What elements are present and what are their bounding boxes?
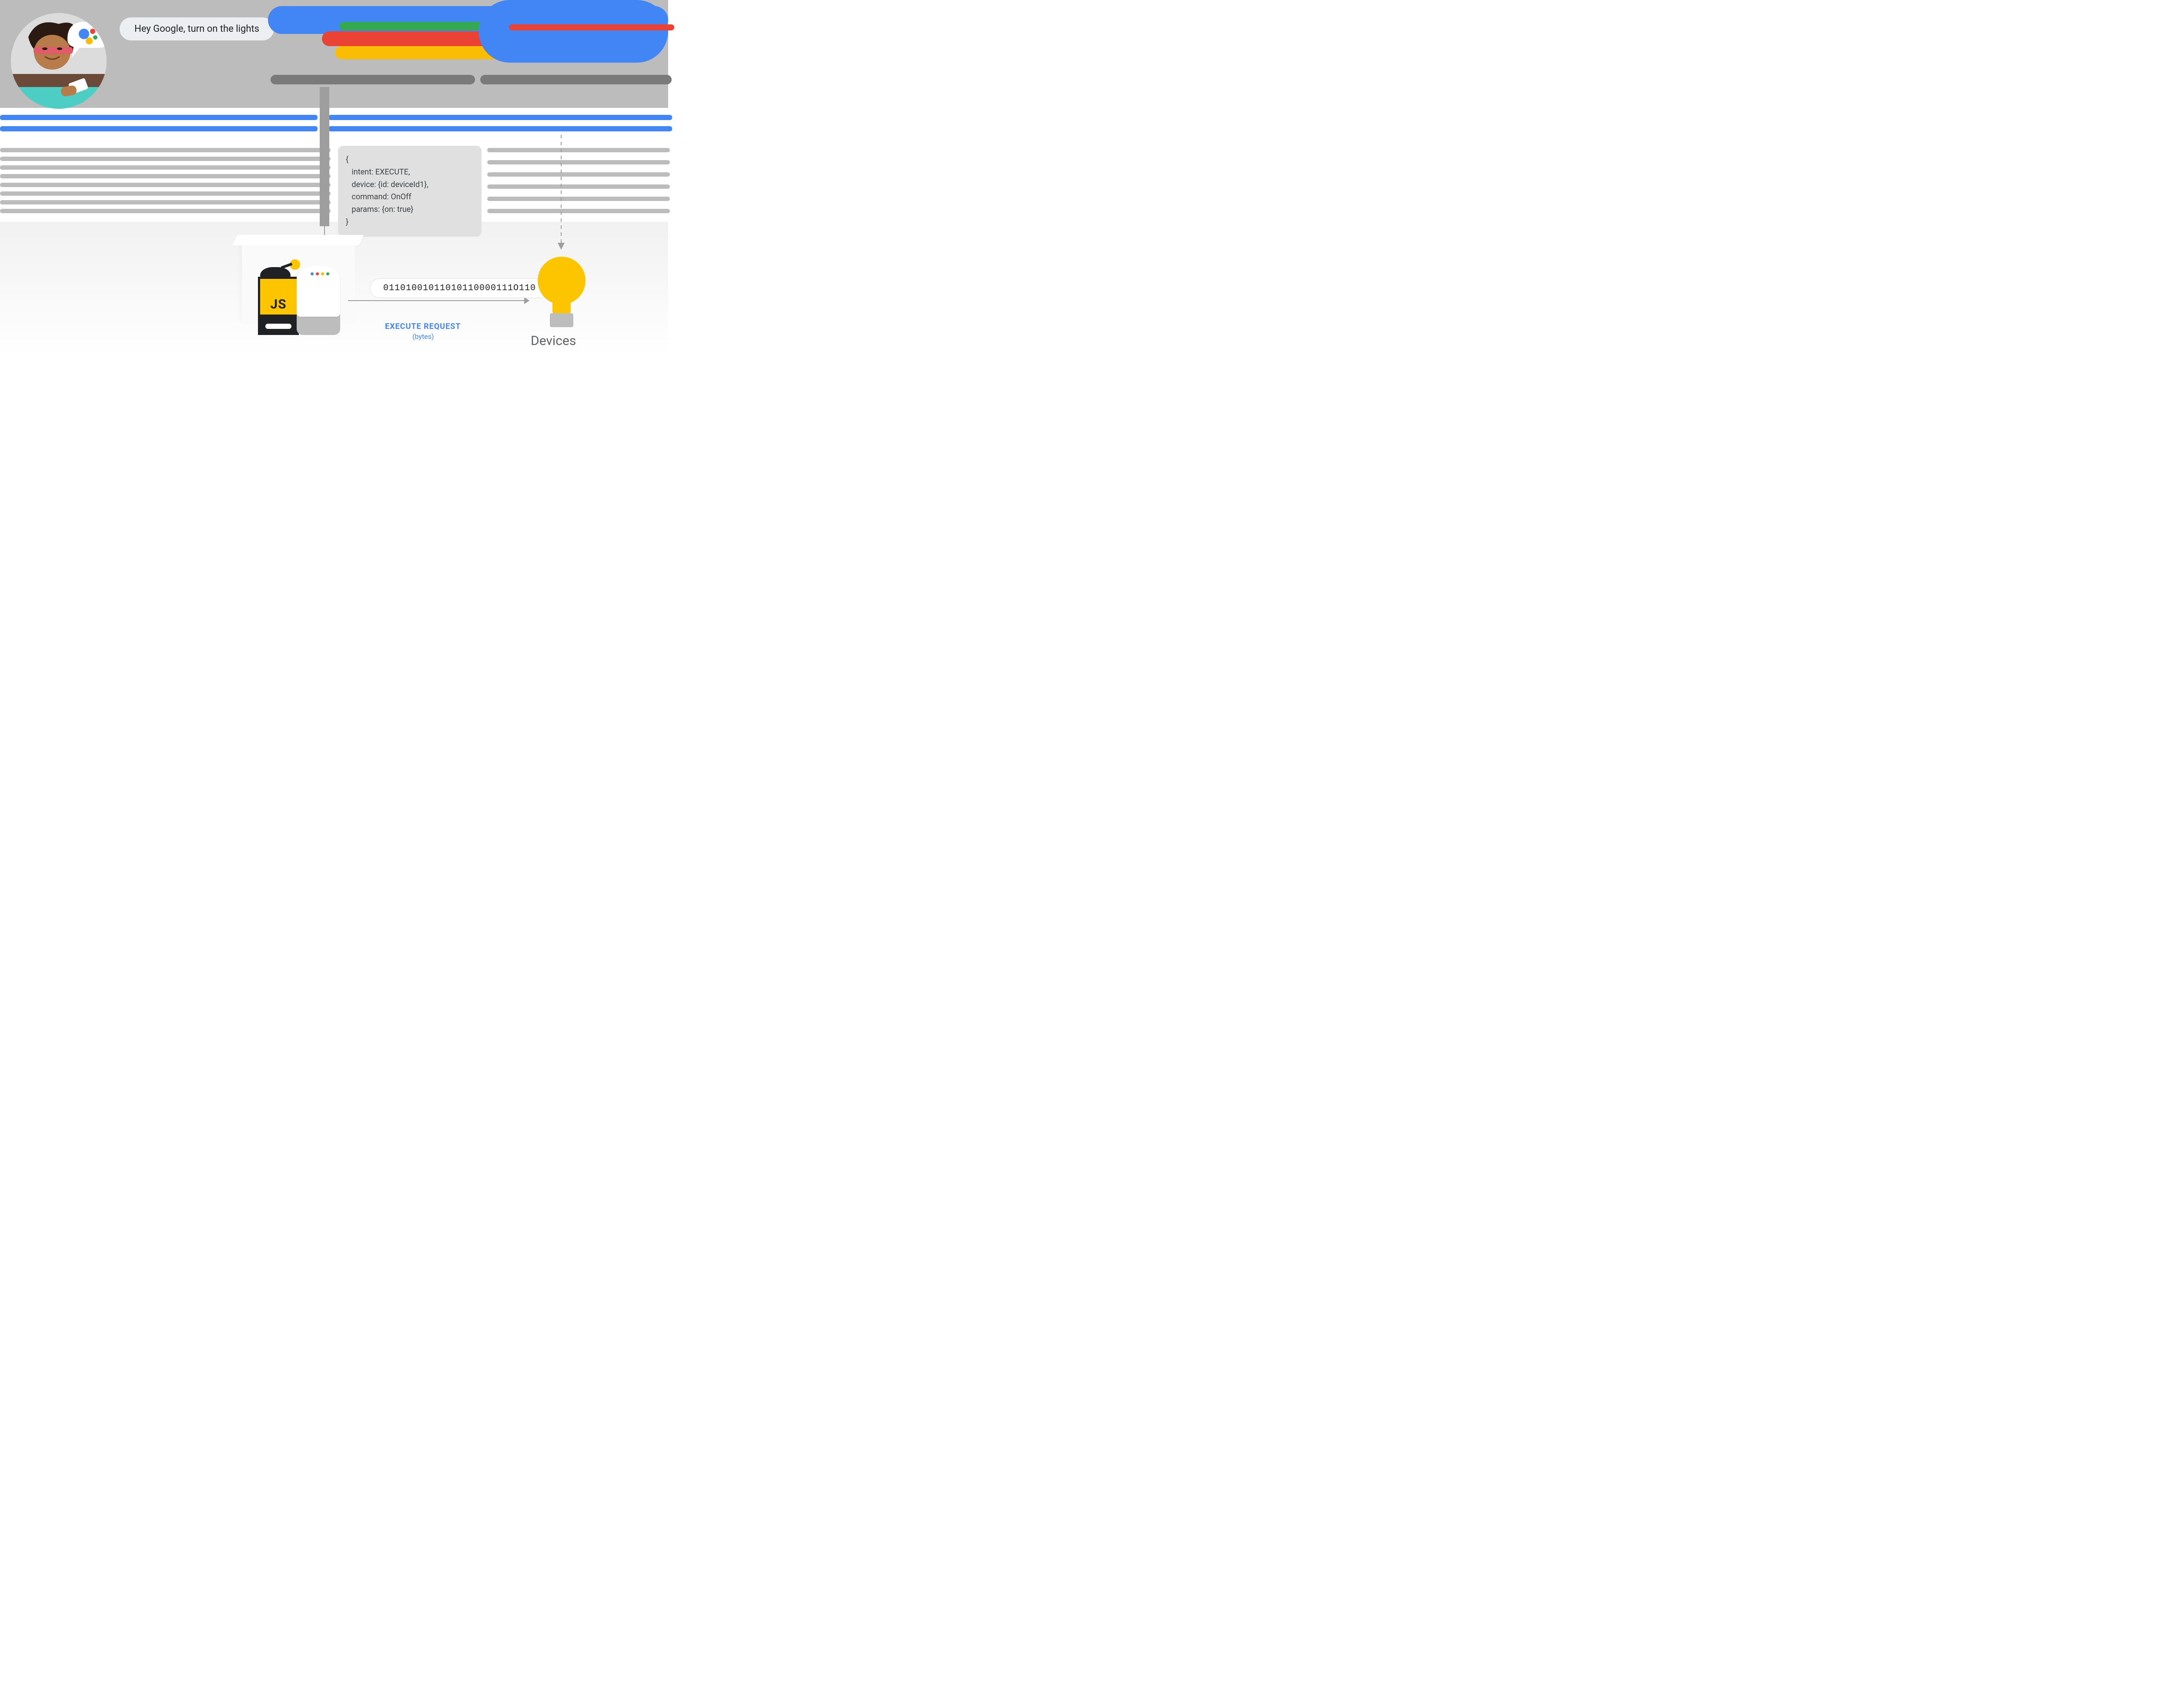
code-line: {: [346, 154, 474, 166]
code-line: intent: EXECUTE,: [346, 166, 474, 179]
home-dot: [311, 272, 314, 275]
decorative-bar: [0, 115, 318, 120]
dashed-arrow-to-device: [557, 135, 570, 252]
top-stripe: [478, 0, 668, 63]
decorative-bar: [487, 197, 670, 201]
decorative-bar: [487, 209, 670, 213]
decorative-bar: [0, 157, 331, 161]
decorative-bar: [0, 200, 331, 204]
top-stripe: [480, 75, 672, 84]
decorative-bar: [487, 160, 670, 164]
code-line: command: OnOff: [346, 191, 474, 204]
speech-bubble: Hey Google, turn on the lights: [120, 17, 274, 40]
decorative-bar: [0, 126, 318, 131]
diagram-canvas: Hey Google, turn on the lights { intent:…: [0, 0, 668, 355]
top-stripe: [271, 75, 475, 84]
device-pedestal-top: [232, 235, 363, 245]
top-stripe: [509, 24, 674, 30]
decorative-bar: [0, 183, 331, 187]
binary-payload: 01101001011010110000111O110: [370, 278, 549, 298]
devices-label: Devices: [531, 333, 576, 348]
js-engine-box: JS: [258, 277, 299, 317]
decorative-bar: [328, 126, 672, 131]
user-avatar: [11, 13, 107, 109]
lightbulb-icon: [538, 257, 586, 305]
avatar-svg: [11, 13, 107, 109]
decorative-bar: [0, 148, 331, 152]
decorative-bar: [0, 174, 331, 178]
code-box: { intent: EXECUTE, device: {id: deviceId…: [338, 146, 482, 237]
home-dot: [321, 272, 324, 275]
js-label: JS: [260, 297, 297, 312]
arrow-exec-head: [524, 297, 529, 304]
speech-text: Hey Google, turn on the lights: [134, 23, 259, 34]
decorative-bar: [0, 165, 331, 170]
lightbulb-neck: [552, 300, 571, 314]
execute-request-sub: (bytes): [412, 332, 434, 341]
decorative-bar: [0, 191, 331, 196]
js-funnel: [260, 267, 291, 278]
js-engine-slot: [265, 324, 291, 329]
execute-request-label: EXECUTE REQUEST: [385, 322, 461, 331]
code-line: device: {id: deviceId1},: [346, 179, 474, 191]
google-home-lights: [311, 272, 329, 275]
home-dot: [316, 272, 319, 275]
code-line: }: [346, 216, 474, 229]
decorative-bar: [487, 184, 670, 189]
decorative-bar: [328, 115, 672, 120]
lightbulb-base: [550, 313, 573, 327]
pipe-speech-to-code: [320, 87, 329, 226]
decorative-bar: [487, 148, 670, 152]
arrow-exec-h: [348, 300, 524, 301]
binary-text: 01101001011010110000111O110: [383, 283, 536, 293]
decorative-bar: [487, 172, 670, 177]
decorative-bar: [0, 209, 331, 213]
home-dot: [326, 272, 329, 275]
code-line: params: {on: true}: [346, 204, 474, 216]
